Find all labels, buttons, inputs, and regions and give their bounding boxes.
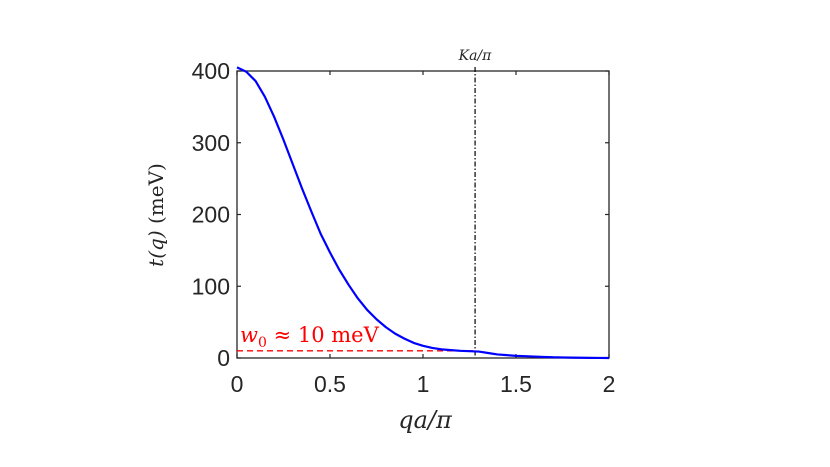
y-tick-label: 100	[192, 273, 230, 299]
x-axis-label: qa/π	[398, 406, 453, 434]
x-tick-label: 1	[417, 371, 430, 397]
y-axis-label: t(q) (meV)	[144, 163, 168, 267]
series-line	[236, 66, 610, 360]
vertical-line-label: Ka/π	[458, 48, 493, 64]
x-tick-label: 0.5	[314, 371, 346, 397]
y-tick-label: 300	[192, 130, 230, 156]
x-tick-label: 1.5	[500, 371, 532, 397]
w0-annotation: w0 ≈ 10 meV	[240, 323, 380, 351]
y-tick-label: 400	[192, 58, 230, 84]
x-tick-label: 2	[603, 371, 616, 397]
y-tick-label: 200	[192, 202, 230, 228]
x-tick-label: 0	[231, 371, 244, 397]
plot-area: 0 0.5 1 1.5 2 0 100 200 300 400	[192, 58, 616, 397]
y-tick-label: 0	[217, 345, 230, 371]
